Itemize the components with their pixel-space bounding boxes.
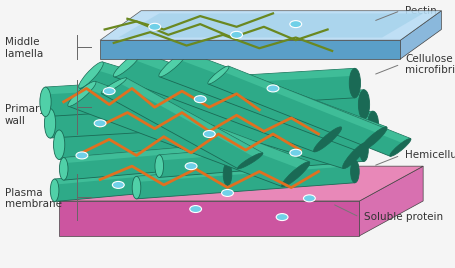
Ellipse shape [359, 127, 387, 152]
Ellipse shape [40, 87, 51, 117]
Ellipse shape [159, 52, 187, 77]
Circle shape [267, 85, 279, 92]
Polygon shape [55, 163, 228, 185]
Polygon shape [46, 68, 355, 117]
Circle shape [194, 96, 206, 103]
Ellipse shape [132, 176, 141, 199]
Polygon shape [114, 52, 341, 152]
Polygon shape [222, 66, 410, 144]
Circle shape [149, 23, 161, 30]
Circle shape [203, 131, 215, 137]
Circle shape [103, 88, 115, 95]
Polygon shape [64, 142, 250, 180]
Circle shape [112, 181, 124, 188]
Ellipse shape [368, 111, 379, 141]
Ellipse shape [282, 162, 310, 187]
Text: Middle
lamella: Middle lamella [5, 38, 43, 59]
Ellipse shape [223, 163, 232, 185]
Ellipse shape [238, 153, 263, 169]
Ellipse shape [349, 68, 360, 98]
Ellipse shape [101, 78, 126, 94]
Ellipse shape [208, 66, 229, 84]
Polygon shape [96, 62, 366, 150]
Polygon shape [359, 166, 423, 236]
Circle shape [76, 152, 88, 159]
Text: Cellulose
microfibril: Cellulose microfibril [405, 54, 455, 75]
Polygon shape [100, 40, 400, 59]
Polygon shape [159, 139, 364, 177]
Polygon shape [59, 166, 423, 201]
Polygon shape [87, 81, 309, 169]
Ellipse shape [51, 179, 59, 202]
Polygon shape [55, 163, 228, 202]
Circle shape [190, 206, 202, 213]
Ellipse shape [155, 155, 163, 177]
Ellipse shape [359, 90, 369, 119]
Ellipse shape [246, 142, 254, 164]
Circle shape [303, 195, 315, 202]
Polygon shape [133, 52, 341, 134]
Polygon shape [136, 160, 355, 182]
Polygon shape [50, 90, 364, 116]
Polygon shape [119, 78, 263, 158]
Polygon shape [100, 11, 441, 40]
Polygon shape [46, 68, 355, 95]
Text: Plasma
membrane: Plasma membrane [5, 188, 61, 209]
Ellipse shape [60, 158, 68, 180]
Polygon shape [68, 81, 309, 187]
Circle shape [222, 189, 233, 196]
Ellipse shape [390, 139, 411, 156]
Circle shape [185, 163, 197, 170]
Polygon shape [159, 139, 364, 161]
Circle shape [231, 31, 243, 38]
Ellipse shape [343, 142, 367, 169]
Polygon shape [59, 111, 373, 137]
Polygon shape [50, 90, 364, 138]
Ellipse shape [313, 127, 342, 152]
Polygon shape [118, 13, 423, 38]
Polygon shape [159, 52, 387, 152]
Text: Hemicellulose: Hemicellulose [405, 150, 455, 161]
Ellipse shape [68, 81, 96, 106]
Circle shape [290, 21, 302, 28]
Circle shape [94, 120, 106, 127]
Ellipse shape [113, 52, 142, 77]
Text: Pectin: Pectin [405, 6, 437, 16]
Ellipse shape [360, 139, 368, 161]
Polygon shape [178, 52, 387, 134]
Polygon shape [136, 160, 355, 199]
Ellipse shape [54, 130, 65, 159]
Polygon shape [59, 111, 373, 159]
Polygon shape [64, 142, 250, 163]
Text: Primary
wall: Primary wall [5, 105, 45, 126]
Ellipse shape [351, 160, 359, 183]
Circle shape [290, 149, 302, 156]
Circle shape [276, 214, 288, 221]
Ellipse shape [79, 62, 103, 88]
Polygon shape [80, 62, 366, 169]
Text: Soluble protein: Soluble protein [364, 212, 443, 222]
Polygon shape [59, 201, 359, 236]
Ellipse shape [45, 109, 56, 138]
Polygon shape [101, 78, 263, 169]
Polygon shape [208, 66, 410, 156]
Polygon shape [400, 11, 441, 59]
